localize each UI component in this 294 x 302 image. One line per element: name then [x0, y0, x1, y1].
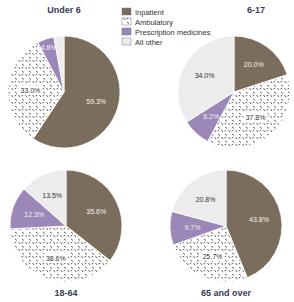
data-label: 13.5%: [42, 192, 62, 199]
chart-title: Under 6: [47, 5, 81, 15]
legend-label: All other: [135, 38, 163, 47]
data-label: 20.8%: [196, 196, 216, 203]
data-labels: 43.8% 25.7% 9.7% 20.8%: [184, 196, 268, 261]
data-label: 37.8%: [246, 114, 266, 121]
data-label: 25.7%: [202, 253, 222, 260]
data-label: 59.3%: [86, 98, 106, 105]
data-label: 43.8%: [249, 216, 269, 223]
chart-canvas: 59.3% 33.0% 4.8% Under 6 20.0% 37.8% 8.2% 34.0%…: [0, 0, 294, 302]
pie-slice: [178, 36, 234, 122]
data-label: 8.2%: [203, 113, 219, 120]
pie-chart: [10, 170, 122, 282]
pie-chart: [178, 36, 290, 148]
pie-slice: [10, 226, 110, 282]
legend-swatch: [122, 28, 131, 35]
label-backdrop: [200, 252, 224, 261]
data-labels: 35.6% 38.6% 12.3% 13.5%: [24, 192, 106, 262]
label-backdrop: [44, 253, 68, 262]
legend-label: Prescription medicines: [135, 28, 211, 37]
legend: InpatientAmbulatoryPrescription medicine…: [122, 8, 211, 47]
pie-chart: [8, 36, 120, 148]
data-label: 33.0%: [21, 87, 41, 94]
data-labels: 59.3% 33.0% 4.8%: [18, 44, 106, 105]
pie-chart: [170, 170, 282, 282]
chart-title: 18-64: [54, 288, 77, 298]
pie-slice: [172, 170, 226, 226]
label-backdrop: [18, 85, 42, 94]
pie-slice: [24, 170, 66, 226]
label-backdrop: [244, 113, 268, 122]
chart-title: 6-17: [247, 5, 265, 15]
pie-slice: [38, 37, 64, 92]
data-labels: 20.0% 37.8% 8.2% 34.0%: [195, 61, 268, 121]
data-label: 34.0%: [195, 72, 215, 79]
chart-title: 65 and over: [201, 288, 252, 298]
data-label: 20.0%: [244, 61, 264, 68]
data-label: 35.6%: [86, 208, 106, 215]
data-label: 4.8%: [41, 44, 57, 51]
data-label: 12.3%: [24, 211, 44, 218]
legend-swatch: [122, 18, 131, 25]
legend-label: Ambulatory: [135, 18, 173, 27]
data-label: 38.6%: [46, 255, 66, 262]
legend-swatch: [122, 38, 131, 45]
legend-label: Inpatient: [135, 8, 165, 17]
legend-swatch: [122, 8, 131, 15]
data-label: 9.7%: [184, 224, 200, 231]
